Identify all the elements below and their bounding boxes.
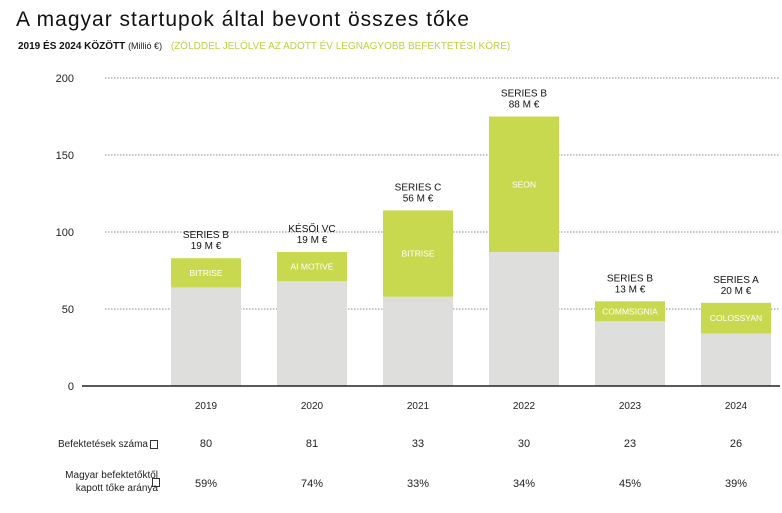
x-tick-label: 2024	[725, 401, 748, 412]
bar-total-segment	[595, 321, 665, 386]
y-tick-label: 200	[56, 73, 74, 85]
round-label: KÉSŐI VC	[288, 221, 335, 235]
x-tick-label: 2020	[301, 401, 324, 412]
info-box-icon	[150, 439, 158, 449]
round-label: SERIES A	[713, 275, 759, 286]
bar-largest-round-segment	[383, 210, 453, 297]
subtitle-note: (ZÖLDDEL JELÖLVE AZ ADOTT ÉV LEGNAGYOBB …	[170, 41, 511, 52]
table-cell: 74%	[300, 478, 324, 490]
segment-label: BITRISE	[401, 249, 434, 259]
y-tick-label: 100	[56, 227, 74, 239]
row-label-investments: Befektetések száma	[40, 438, 158, 451]
bar-largest-round-segment	[171, 258, 241, 288]
row-label-domestic-share-line2: kapott tőke aránya	[75, 483, 158, 494]
row-label-domestic-share: Magyar befektetőktől kapott tőke aránya	[40, 469, 158, 495]
amount-label: 20 M €	[721, 286, 752, 297]
table-cell: 59%	[194, 478, 218, 490]
table-cell: 45%	[618, 478, 642, 490]
x-tick-label: 2023	[619, 401, 642, 412]
y-tick-label: 150	[56, 150, 74, 162]
subtitle-unit: (Millió €)	[128, 41, 163, 51]
amount-label: 19 M €	[191, 241, 222, 252]
amount-label: 19 M €	[297, 235, 328, 246]
x-tick-label: 2021	[407, 401, 430, 412]
table-cell: 34%	[512, 478, 536, 490]
row-label-domestic-share-line1: Magyar befektetőktől	[65, 470, 158, 481]
segment-label: COLOSSYAN	[710, 313, 762, 323]
y-tick-label: 0	[68, 381, 74, 393]
table-cell: 33	[411, 438, 425, 450]
bar-largest-round-segment	[701, 302, 771, 334]
segment-label: SEON	[512, 179, 536, 189]
bar-largest-round-segment	[277, 252, 347, 282]
y-tick-label: 50	[62, 304, 74, 316]
row-label-investments-text: Befektetések száma	[57, 439, 148, 450]
amount-label: 88 M €	[509, 100, 540, 111]
bar-total-segment	[489, 252, 559, 386]
segment-label: AI MOTIVE	[291, 262, 334, 272]
segment-label: COMMSIGNIA	[602, 306, 658, 316]
subtitle-period: 2019 ÉS 2024 KÖZÖTT	[18, 41, 126, 52]
table-cell: 33%	[406, 478, 430, 490]
table-cell: 23	[623, 438, 637, 450]
chart-title: A magyar startupok által bevont összes t…	[16, 8, 470, 31]
bar-total-segment	[171, 287, 241, 386]
table-cell: 81	[305, 438, 319, 450]
bar-total-segment	[701, 333, 771, 386]
bar-total-segment	[383, 296, 453, 386]
x-tick-label: 2022	[513, 401, 536, 412]
amount-label: 56 M €	[403, 193, 434, 204]
table-cell: 30	[517, 438, 531, 450]
round-label: SERIES B	[501, 89, 547, 100]
info-box-icon	[152, 478, 160, 487]
chart-subtitle: 2019 ÉS 2024 KÖZÖTT (Millió €) (ZÖLDDEL …	[18, 41, 510, 52]
bar-largest-round-segment	[595, 301, 665, 322]
table-cell: 26	[729, 438, 743, 450]
table-cell: 80	[199, 438, 213, 450]
bar-total-segment	[277, 281, 347, 386]
amount-label: 13 M €	[615, 284, 646, 295]
segment-label: BITRISE	[189, 268, 222, 278]
bar-largest-round-segment	[489, 116, 559, 253]
x-tick-label: 2019	[195, 401, 218, 412]
round-label: SERIES B	[183, 230, 229, 241]
round-label: SERIES C	[395, 182, 442, 193]
table-cell: 39%	[724, 478, 748, 490]
round-label: SERIES B	[607, 273, 653, 284]
